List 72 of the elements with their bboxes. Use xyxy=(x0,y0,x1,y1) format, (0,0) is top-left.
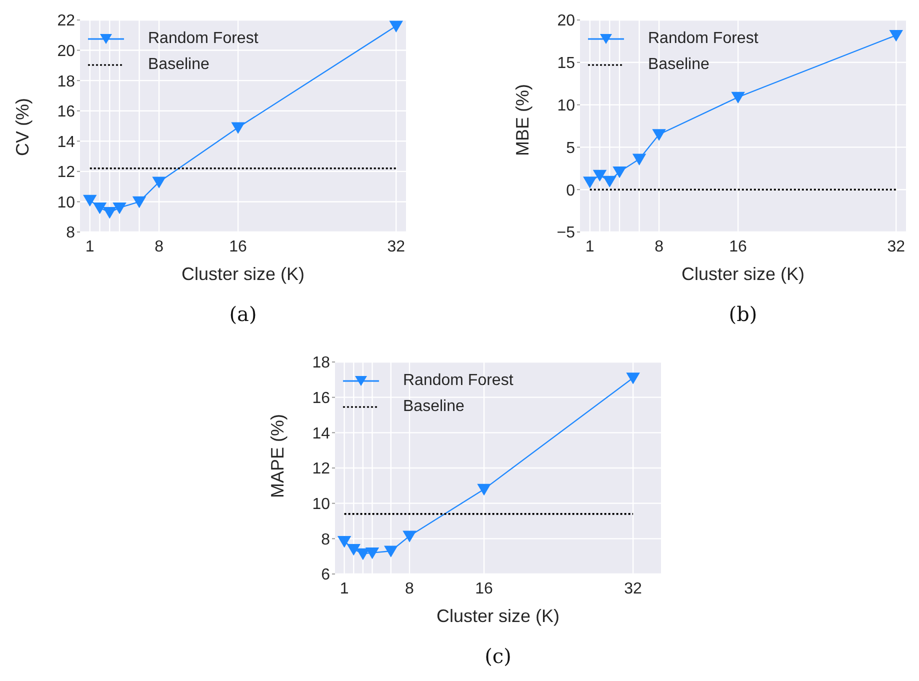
text: (b) xyxy=(728,302,758,326)
point xyxy=(384,546,398,557)
text: (c) xyxy=(484,644,512,668)
legend-label: Random Forest xyxy=(648,30,758,48)
x-axis-title: Cluster size (K) xyxy=(181,264,305,284)
x-tick-label: 1 xyxy=(340,580,349,598)
y-axis-title: MAPE (%) xyxy=(267,414,288,498)
point xyxy=(347,544,360,556)
y-tick-label: 10 xyxy=(312,496,330,514)
point xyxy=(232,122,245,134)
y-axis-title: CV (%) xyxy=(12,98,32,156)
x-tick-label: 32 xyxy=(887,238,906,256)
y-tick-label: 10 xyxy=(557,97,576,114)
point xyxy=(103,207,116,218)
point xyxy=(132,196,146,208)
point xyxy=(732,92,745,104)
y-tick-label: 6 xyxy=(321,566,330,584)
y-tick-label: 12 xyxy=(312,460,330,478)
legend-label: Baseline xyxy=(648,56,710,74)
point xyxy=(356,548,370,560)
y-tick-label: 18 xyxy=(312,354,330,372)
y-tick-label: 8 xyxy=(321,531,330,548)
x-tick-label: 8 xyxy=(654,238,664,256)
point xyxy=(93,202,106,214)
y-tick-label: 12 xyxy=(57,164,76,182)
point xyxy=(113,202,126,214)
y-tick-label: 20 xyxy=(57,42,76,60)
legend-label: Baseline xyxy=(148,56,210,74)
legend-label: Random Forest xyxy=(148,30,258,48)
y-tick-label: 18 xyxy=(57,73,76,90)
x-axis-title: Cluster size (K) xyxy=(681,264,805,284)
point xyxy=(652,129,666,140)
legend-label: Baseline xyxy=(403,398,464,416)
x-tick-label: 8 xyxy=(405,580,414,598)
y-tick-label: 15 xyxy=(557,55,576,72)
x-tick-label: 8 xyxy=(154,238,164,256)
point xyxy=(593,170,606,182)
point xyxy=(83,194,96,206)
y-tick-label: 16 xyxy=(312,390,330,408)
point xyxy=(390,20,403,32)
point xyxy=(613,166,626,178)
point xyxy=(632,154,646,165)
legend-label: Random Forest xyxy=(403,372,514,390)
point xyxy=(890,30,903,42)
y-tick-label: 8 xyxy=(66,224,76,242)
x-tick-label: 16 xyxy=(475,580,494,598)
x-tick-label: 16 xyxy=(729,238,748,256)
y-tick-label: 10 xyxy=(57,194,76,212)
x-axis-title: Cluster size (K) xyxy=(436,606,560,626)
x-tick-label: 1 xyxy=(85,238,94,256)
point xyxy=(478,484,491,496)
x-tick-label: 1 xyxy=(585,238,594,256)
y-tick-label: 5 xyxy=(566,140,576,157)
point xyxy=(603,176,616,188)
y-axis-title: MBE (%) xyxy=(512,84,532,156)
y-tick-label: −5 xyxy=(556,224,576,242)
point xyxy=(626,372,640,384)
y-tick-label: 0 xyxy=(566,182,576,200)
y-tick-label: 14 xyxy=(312,425,330,442)
y-tick-label: 14 xyxy=(57,134,76,151)
point xyxy=(338,536,351,548)
y-tick-label: 16 xyxy=(57,104,76,121)
x-tick-label: 16 xyxy=(229,238,248,256)
x-tick-label: 32 xyxy=(387,238,406,256)
point xyxy=(403,530,416,542)
text: (a) xyxy=(228,302,258,326)
point xyxy=(583,176,596,188)
point xyxy=(152,176,166,188)
y-tick-label: 20 xyxy=(557,12,576,30)
x-tick-label: 32 xyxy=(624,580,642,598)
point xyxy=(366,548,379,559)
y-tick-label: 22 xyxy=(57,12,76,30)
